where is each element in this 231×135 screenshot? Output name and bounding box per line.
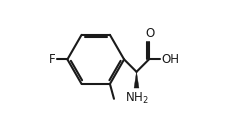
Polygon shape bbox=[134, 72, 138, 88]
Text: NH$_2$: NH$_2$ bbox=[124, 91, 148, 107]
Text: F: F bbox=[49, 53, 55, 66]
Text: OH: OH bbox=[160, 53, 178, 66]
Text: O: O bbox=[144, 28, 154, 40]
